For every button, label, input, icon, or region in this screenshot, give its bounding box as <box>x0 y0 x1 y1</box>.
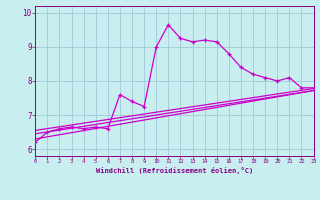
X-axis label: Windchill (Refroidissement éolien,°C): Windchill (Refroidissement éolien,°C) <box>96 167 253 174</box>
